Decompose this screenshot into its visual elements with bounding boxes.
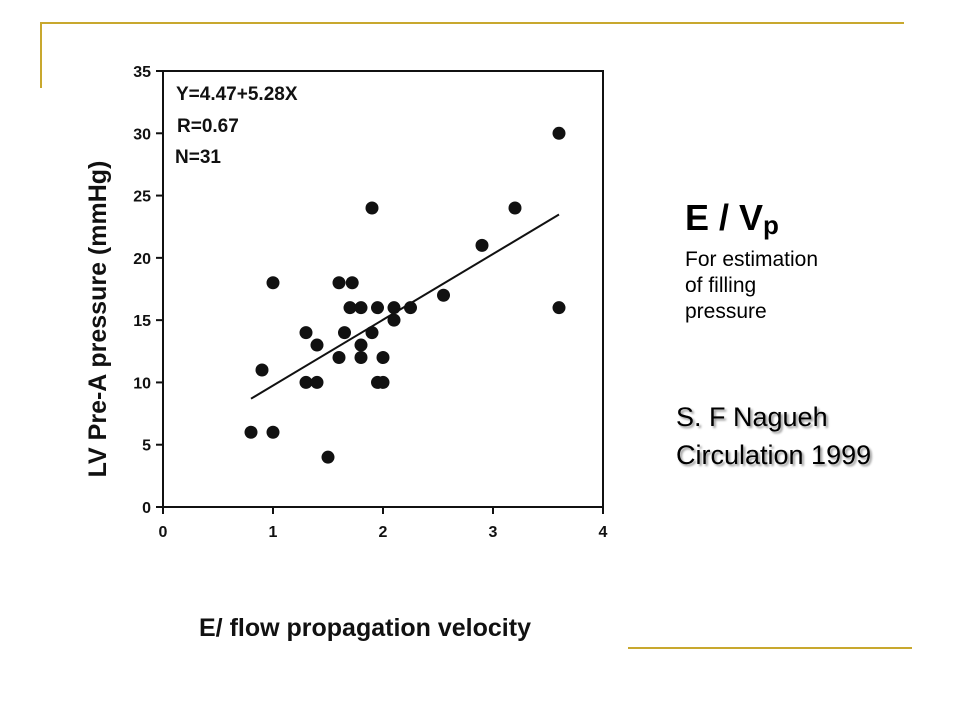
x-axis-label: E/ flow propagation velocity (199, 614, 531, 642)
data-point-24 (387, 313, 401, 327)
data-point-16 (354, 338, 368, 352)
y-tick-label-0: 0 (142, 500, 151, 517)
y-tick-label-35: 35 (133, 64, 151, 81)
data-point-13 (343, 301, 357, 315)
data-point-30 (552, 126, 566, 140)
y-tick-label-25: 25 (133, 189, 151, 206)
data-point-19 (365, 201, 379, 215)
data-point-7 (310, 375, 324, 389)
y-tick-label-20: 20 (133, 251, 151, 268)
y-tick-label-5: 5 (142, 438, 151, 455)
description-line-3: pressure (685, 300, 767, 323)
chart-ticks: 0 5 10 15 20 25 30 35 0 1 2 3 4 (133, 64, 607, 541)
description-line-1: For estimation (685, 248, 819, 271)
data-point-8 (310, 338, 324, 352)
description-line-2: of filling (685, 274, 757, 297)
data-point-5 (299, 375, 313, 389)
data-point-12 (338, 326, 351, 340)
x-tick-label-0: 0 (159, 524, 168, 541)
citation-journal: Circulation 1999 (676, 440, 872, 470)
top-decorative-line (40, 22, 904, 24)
data-point-29 (508, 201, 522, 215)
data-point-21 (371, 301, 384, 315)
chart-points (244, 126, 566, 464)
data-point-6 (299, 326, 313, 340)
r-value-annotation: R=0.67 (177, 116, 239, 137)
heading-subscript: p (763, 210, 779, 240)
y-tick-label-30: 30 (133, 126, 151, 143)
data-point-1 (244, 425, 258, 439)
data-point-2 (255, 363, 269, 377)
data-point-22 (376, 375, 390, 389)
data-point-14 (345, 276, 359, 290)
data-point-17 (354, 351, 368, 365)
x-tick-label-3: 3 (489, 524, 498, 541)
data-point-31 (552, 301, 566, 315)
left-decorative-line (40, 22, 42, 88)
data-point-4 (266, 276, 280, 290)
x-tick-label-1: 1 (269, 524, 278, 541)
y-axis-label: LV Pre-A pressure (mmHg) (84, 161, 112, 478)
data-point-15 (354, 301, 368, 315)
citation-author: S. F Nagueh (676, 402, 828, 432)
citation: S. F Nagueh Circulation 1999 (676, 398, 871, 474)
title-block: E / Vp For estimation of filling pressur… (685, 198, 818, 325)
heading-main: E / V (685, 197, 764, 238)
slide-heading: E / Vp (685, 198, 818, 241)
data-point-11 (332, 276, 346, 290)
equation-annotation: Y=4.47+5.28X (176, 84, 298, 105)
y-tick-label-15: 15 (133, 313, 151, 330)
data-point-27 (437, 288, 450, 302)
bottom-decorative-line (628, 647, 912, 649)
data-point-3 (266, 425, 280, 439)
data-point-28 (475, 238, 489, 252)
n-value-annotation: N=31 (175, 147, 221, 168)
data-point-10 (332, 351, 346, 365)
y-tick-label-10: 10 (133, 375, 151, 392)
x-tick-label-2: 2 (379, 524, 388, 541)
data-point-9 (321, 450, 335, 464)
x-tick-label-4: 4 (599, 524, 608, 541)
regression-line (250, 213, 560, 400)
data-point-23 (376, 351, 390, 365)
